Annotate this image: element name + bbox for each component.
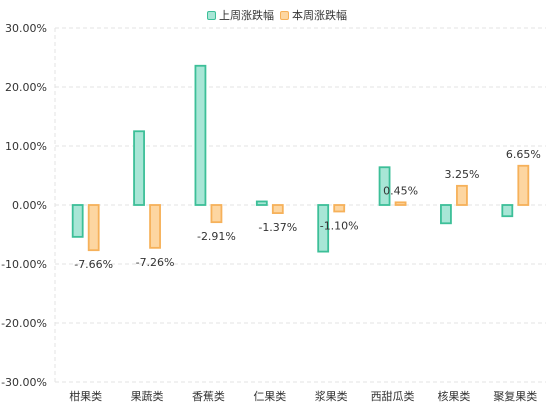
bar-last-week — [378, 166, 391, 206]
bar-this-week — [271, 204, 284, 214]
legend-label-last-week: 上周涨跌幅 — [219, 9, 274, 22]
data-label: -2.91% — [197, 230, 236, 243]
bar-this-week — [394, 201, 407, 206]
bar-last-week — [317, 204, 330, 253]
legend-swatch-last-week — [207, 10, 216, 20]
data-label: 3.25% — [444, 168, 479, 181]
bar-this-week — [333, 204, 346, 213]
y-tick-label: 10.00% — [5, 140, 47, 153]
legend-label-this-week: 本周涨跌幅 — [292, 9, 347, 22]
y-tick-label: -30.00% — [1, 376, 47, 389]
bar-last-week — [133, 130, 145, 206]
data-label: -7.66% — [74, 258, 113, 271]
bar-this-week — [149, 204, 161, 249]
bar-this-week — [456, 184, 468, 206]
x-tick-label: 香蕉类 — [192, 389, 225, 403]
y-tick-label: 0.00% — [12, 199, 47, 212]
legend-swatch-this-week — [280, 10, 289, 20]
x-tick-label: 仁果类 — [253, 389, 286, 403]
bar-last-week — [501, 204, 514, 218]
x-tick-label: 核果类 — [437, 389, 470, 403]
bar-last-week — [255, 200, 268, 206]
bar-this-week — [517, 164, 530, 206]
y-tick-label: -20.00% — [1, 317, 47, 330]
data-label: 6.65% — [506, 148, 541, 161]
x-tick-label: 浆果类 — [315, 389, 348, 403]
legend: 上周涨跌幅 本周涨跌幅 — [0, 7, 554, 23]
data-label: 0.45% — [383, 184, 418, 197]
data-label: -1.10% — [320, 219, 359, 232]
y-tick-label: 30.00% — [5, 22, 47, 35]
bar-last-week — [71, 204, 84, 238]
y-tick-label: 20.00% — [5, 81, 47, 94]
bar-this-week — [210, 204, 223, 224]
x-tick-label: 柑果类 — [69, 389, 102, 403]
data-label: -1.37% — [258, 221, 297, 234]
x-tick-label: 西甜瓜类 — [371, 389, 415, 403]
legend-item-this-week[interactable]: 本周涨跌幅 — [280, 7, 347, 23]
bar-last-week — [194, 64, 207, 206]
bar-last-week — [440, 204, 452, 225]
y-tick-label: -10.00% — [1, 258, 47, 271]
legend-item-last-week[interactable]: 上周涨跌幅 — [207, 7, 274, 23]
data-label: -7.26% — [136, 256, 175, 269]
x-tick-label: 果蔬类 — [131, 389, 164, 403]
x-tick-label: 聚复果类 — [493, 389, 537, 403]
bar-this-week — [87, 204, 100, 252]
